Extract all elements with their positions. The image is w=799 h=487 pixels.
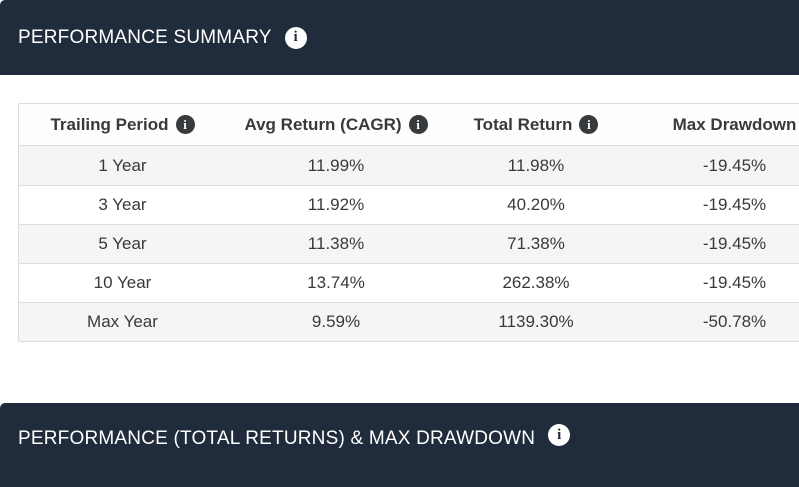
section-title: PERFORMANCE (TOTAL RETURNS) & MAX DRAWDO… (18, 428, 536, 449)
cell-avg-return: 11.38% (226, 224, 446, 263)
cell-avg-return: 11.99% (226, 146, 446, 185)
cell-avg-return: 13.74% (226, 263, 446, 302)
cell-total-return: 262.38% (446, 263, 626, 302)
cell-total-return: 11.98% (446, 146, 626, 185)
table-row: 5 Year 11.38% 71.38% -19.45% (19, 224, 799, 263)
info-icon[interactable]: i (548, 424, 571, 446)
cell-period: 1 Year (19, 146, 226, 185)
table-row: 3 Year 11.92% 40.20% -19.45% (19, 185, 799, 224)
column-header-max-drawdown: Max Drawdown (626, 104, 799, 146)
cell-max-drawdown: -19.45% (626, 224, 799, 263)
info-icon[interactable]: i (408, 115, 428, 134)
cell-period: 5 Year (19, 224, 226, 263)
performance-summary-table: Trailing Period i Avg Return (CAGR) i Tota… (18, 103, 799, 342)
cell-max-drawdown: -19.45% (626, 185, 799, 224)
cell-avg-return: 11.92% (226, 185, 446, 224)
cell-max-drawdown: -19.45% (626, 263, 799, 302)
column-header-trailing-period: Trailing Period i (19, 104, 226, 146)
cell-max-drawdown: -50.78% (626, 302, 799, 341)
info-icon[interactable]: i (284, 26, 307, 49)
performance-summary-header: PERFORMANCE SUMMARY i (0, 0, 799, 75)
cell-total-return: 71.38% (446, 224, 626, 263)
cell-max-drawdown: -19.45% (626, 146, 799, 185)
cell-total-return: 1139.30% (446, 302, 626, 341)
cell-period: 3 Year (19, 185, 226, 224)
table-row: 10 Year 13.74% 262.38% -19.45% (19, 263, 799, 302)
info-icon[interactable]: i (579, 115, 599, 134)
table-header-row: Trailing Period i Avg Return (CAGR) i Tota… (19, 104, 799, 146)
cell-period: 10 Year (19, 263, 226, 302)
cell-period: Max Year (19, 302, 226, 341)
section-title: PERFORMANCE SUMMARY (18, 26, 272, 48)
performance-total-returns-header: PERFORMANCE (TOTAL RETURNS) & MAX DRAWDO… (0, 403, 799, 487)
table-row: 1 Year 11.99% 11.98% -19.45% (19, 146, 799, 185)
column-header-total-return: Total Return i (446, 104, 626, 146)
cell-avg-return: 9.59% (226, 302, 446, 341)
info-icon[interactable]: i (175, 115, 195, 134)
column-header-avg-return: Avg Return (CAGR) i (226, 104, 446, 146)
table-row: Max Year 9.59% 1139.30% -50.78% (19, 302, 799, 341)
cell-total-return: 40.20% (446, 185, 626, 224)
